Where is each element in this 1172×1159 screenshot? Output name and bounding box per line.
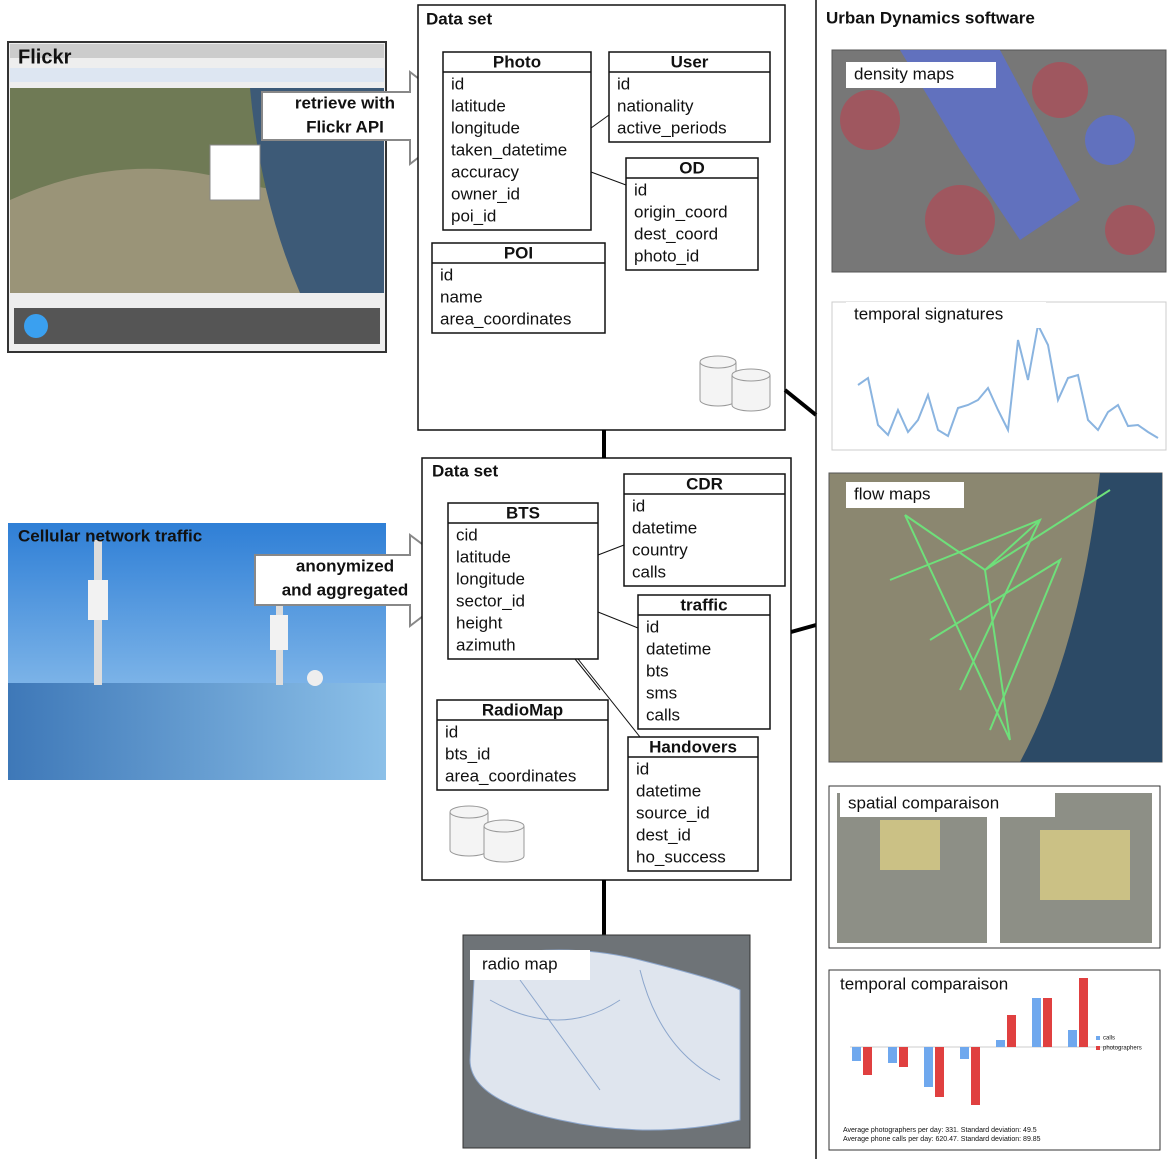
connector bbox=[791, 625, 816, 632]
panel-label: temporal comparaison bbox=[840, 974, 1008, 993]
table-field: id bbox=[634, 180, 647, 199]
table-field: datetime bbox=[636, 781, 701, 800]
panel-label: spatial comparaison bbox=[848, 793, 999, 812]
note: Average phone calls per day: 620.47. Sta… bbox=[843, 1136, 1041, 1143]
flickr-title: Flickr bbox=[18, 46, 72, 68]
table-name: BTS bbox=[506, 503, 540, 522]
cellular-title: Cellular network traffic bbox=[18, 526, 202, 545]
panel-label: flow maps bbox=[854, 484, 931, 503]
table-field: area_coordinates bbox=[440, 309, 571, 328]
table-field: id bbox=[445, 722, 458, 741]
table-field: calls bbox=[646, 705, 680, 724]
table-field: active_periods bbox=[617, 118, 727, 137]
table-name: POI bbox=[504, 243, 533, 262]
table-field: origin_coord bbox=[634, 202, 728, 221]
arrow-label: Flickr API bbox=[306, 117, 384, 136]
note: Average photographers per day: 331. Stan… bbox=[843, 1127, 1037, 1134]
table-field: nationality bbox=[617, 96, 694, 115]
table-field: longitude bbox=[456, 569, 525, 588]
legend-label: photographers bbox=[1103, 1046, 1142, 1052]
table-field: id bbox=[617, 74, 630, 93]
table-field: sms bbox=[646, 683, 677, 702]
table-field: dest_id bbox=[636, 825, 691, 844]
table-field: bts bbox=[646, 661, 669, 680]
arrow-label: retrieve with bbox=[295, 93, 395, 112]
table-field: id bbox=[451, 74, 464, 93]
table-field: area_coordinates bbox=[445, 766, 576, 785]
panel-label: radio map bbox=[482, 954, 558, 973]
table-field: datetime bbox=[632, 518, 697, 537]
dataset-title: Data set bbox=[432, 461, 498, 480]
table-field: photo_id bbox=[634, 246, 699, 265]
flow-map-image bbox=[829, 473, 1162, 762]
table-field: poi_id bbox=[451, 206, 496, 225]
table-field: ho_success bbox=[636, 847, 726, 866]
table-field: id bbox=[632, 496, 645, 515]
table-name: traffic bbox=[680, 595, 727, 614]
legend-label: calls bbox=[1103, 1036, 1115, 1042]
table-field: longitude bbox=[451, 118, 520, 137]
table-field: cid bbox=[456, 525, 478, 544]
diagram: Flickr Cellular network traffic retrieve… bbox=[0, 0, 1172, 1159]
table-field: latitude bbox=[456, 547, 511, 566]
table-name: Photo bbox=[493, 52, 541, 71]
table-field: latitude bbox=[451, 96, 506, 115]
software-title: Urban Dynamics software bbox=[826, 8, 1035, 27]
arrow-label: and aggregated bbox=[282, 580, 409, 599]
dataset-title: Data set bbox=[426, 9, 492, 28]
table-field: height bbox=[456, 613, 503, 632]
table-field: dest_coord bbox=[634, 224, 718, 243]
table-name: OD bbox=[679, 158, 705, 177]
table-field: datetime bbox=[646, 639, 711, 658]
connector bbox=[785, 390, 816, 415]
table-field: sector_id bbox=[456, 591, 525, 610]
table-field: bts_id bbox=[445, 744, 490, 763]
panel-label: density maps bbox=[854, 64, 954, 83]
table-field: country bbox=[632, 540, 688, 559]
table-field: source_id bbox=[636, 803, 710, 822]
table-name: CDR bbox=[686, 474, 723, 493]
table-field: calls bbox=[632, 562, 666, 581]
table-field: accuracy bbox=[451, 162, 520, 181]
table-field: owner_id bbox=[451, 184, 520, 203]
table-field: id bbox=[646, 617, 659, 636]
table-name: User bbox=[671, 52, 709, 71]
arrow-label: anonymized bbox=[296, 556, 394, 575]
table-field: name bbox=[440, 287, 483, 306]
table-field: id bbox=[440, 265, 453, 284]
table-field: id bbox=[636, 759, 649, 778]
table-name: RadioMap bbox=[482, 700, 563, 719]
table-field: azimuth bbox=[456, 635, 516, 654]
flickr-screenshot bbox=[8, 42, 386, 352]
table-name: Handovers bbox=[649, 737, 737, 756]
panel-label: temporal signatures bbox=[854, 304, 1003, 323]
table-field: taken_datetime bbox=[451, 140, 567, 159]
